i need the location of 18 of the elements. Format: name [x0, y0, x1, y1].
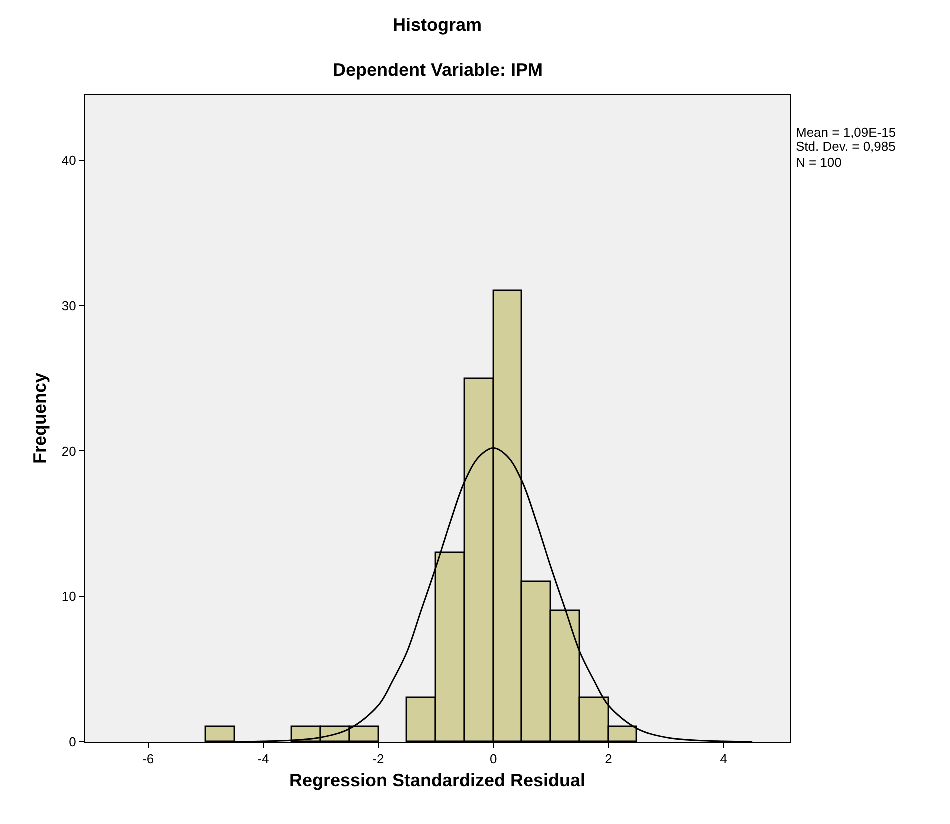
y-tick-label: 20: [62, 444, 76, 459]
x-axis-title: Regression Standardized Residual: [289, 770, 586, 791]
text: Mean = 1,09E-15: [796, 125, 896, 140]
y-tick-label: 30: [62, 298, 76, 314]
chart-title: Histogram: [393, 15, 482, 35]
x-tick-label: -4: [258, 752, 270, 767]
x-tick-label: -6: [142, 752, 154, 767]
x-tick-label: 2: [605, 752, 612, 767]
x-tick-label: 0: [490, 752, 498, 767]
y-tick-label: 0: [69, 734, 76, 750]
x-tick-label: 4: [720, 752, 728, 767]
y-tick-label: 10: [62, 589, 76, 604]
text: Std. Dev. = 0,985: [796, 139, 896, 154]
text: N = 100: [796, 155, 842, 170]
y-tick-label: 40: [62, 152, 76, 168]
chart-subtitle: Dependent Variable: IPM: [333, 60, 544, 80]
x-tick-label: -2: [372, 752, 384, 767]
y-axis-title: Frequency: [30, 372, 50, 464]
